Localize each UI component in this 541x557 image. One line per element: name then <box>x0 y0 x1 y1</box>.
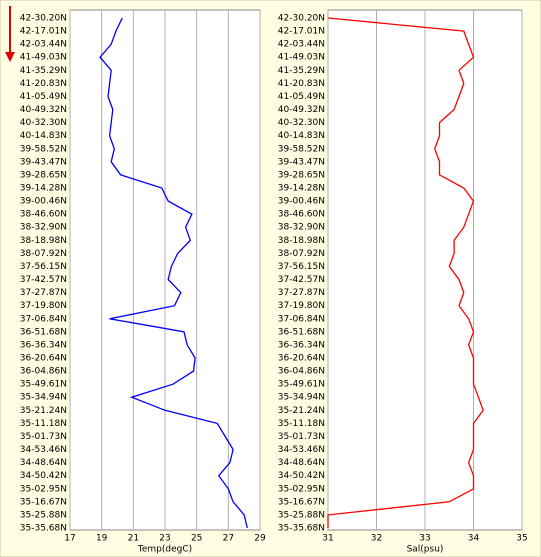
y-tick-label: 39-28.65N <box>20 170 67 180</box>
y-tick-label: 37-19.80N <box>20 301 67 311</box>
y-tick-label: 41-49.03N <box>278 53 325 63</box>
y-tick-label: 35-11.18N <box>20 419 67 429</box>
y-tick-label: 34-50.42N <box>278 471 325 481</box>
y-tick-label: 37-42.57N <box>20 275 67 285</box>
y-tick-label: 36-04.86N <box>20 367 67 377</box>
y-tick-label: 41-20.83N <box>278 79 325 89</box>
y-tick-label: 40-32.30N <box>278 118 325 128</box>
x-tick-label: 23 <box>159 534 170 544</box>
x-tick-label: 33 <box>419 534 430 544</box>
y-tick-label: 36-51.68N <box>20 327 67 337</box>
y-tick-label: 39-28.65N <box>278 170 325 180</box>
y-tick-label: 38-18.98N <box>20 236 67 246</box>
y-tick-label: 38-18.98N <box>278 236 325 246</box>
x-tick-label: 29 <box>254 534 266 544</box>
y-tick-label: 40-49.32N <box>278 105 325 115</box>
y-tick-label: 35-01.73N <box>278 432 325 442</box>
y-tick-label: 38-32.90N <box>20 223 67 233</box>
y-tick-label: 36-04.86N <box>278 367 325 377</box>
y-tick-label: 42-03.44N <box>20 40 67 50</box>
y-tick-label: 42-17.01N <box>20 27 67 37</box>
x-tick-label: 31 <box>322 534 333 544</box>
y-tick-label: 35-16.67N <box>278 497 325 507</box>
y-tick-label: 35-49.61N <box>278 380 325 390</box>
y-tick-label: 35-21.24N <box>278 406 325 416</box>
y-tick-label: 37-56.15N <box>278 262 325 272</box>
x-tick-label: 32 <box>371 534 382 544</box>
y-tick-label: 35-11.18N <box>278 419 325 429</box>
y-tick-label: 36-20.64N <box>278 354 325 364</box>
y-tick-label: 37-06.84N <box>20 314 67 324</box>
y-tick-label: 41-05.49N <box>278 92 325 102</box>
y-tick-label: 39-00.46N <box>278 197 325 207</box>
y-tick-label: 38-46.60N <box>278 210 325 220</box>
x-axis-label: Temp(degC) <box>137 545 192 555</box>
x-axis-label: Sal(psu) <box>407 545 444 555</box>
y-tick-label: 41-05.49N <box>20 92 67 102</box>
x-tick-label: 27 <box>223 534 234 544</box>
y-tick-label: 42-17.01N <box>278 27 325 37</box>
y-tick-label: 36-36.34N <box>278 340 325 350</box>
arrow-head <box>5 52 15 62</box>
y-tick-label: 40-49.32N <box>20 105 67 115</box>
y-tick-label: 35-35.68N <box>20 524 67 534</box>
profile-line <box>327 17 484 528</box>
y-tick-label: 41-49.03N <box>20 53 67 63</box>
y-tick-label: 39-14.28N <box>278 184 325 194</box>
y-tick-label: 37-06.84N <box>278 314 325 324</box>
y-tick-label: 35-25.88N <box>278 510 325 520</box>
y-tick-label: 42-30.20N <box>278 14 325 24</box>
y-tick-label: 39-00.46N <box>20 197 67 207</box>
y-tick-label: 35-35.68N <box>278 524 325 534</box>
y-tick-label: 40-14.83N <box>278 131 325 141</box>
y-tick-label: 39-58.52N <box>20 144 67 154</box>
y-tick-label: 36-20.64N <box>20 354 67 364</box>
y-tick-label: 39-58.52N <box>278 144 325 154</box>
y-tick-label: 41-35.29N <box>20 66 67 76</box>
y-tick-label: 36-51.68N <box>278 327 325 337</box>
y-tick-label: 39-43.47N <box>20 157 67 167</box>
y-tick-label: 34-50.42N <box>20 471 67 481</box>
y-tick-label: 34-53.46N <box>20 445 67 455</box>
y-tick-label: 37-42.57N <box>278 275 325 285</box>
y-tick-label: 35-01.73N <box>20 432 67 442</box>
y-tick-label: 38-46.60N <box>20 210 67 220</box>
x-tick-label: 25 <box>191 534 202 544</box>
y-tick-label: 37-27.87N <box>20 288 67 298</box>
y-tick-label: 35-34.94N <box>278 393 325 403</box>
y-tick-label: 39-43.47N <box>278 157 325 167</box>
y-tick-label: 39-14.28N <box>20 184 67 194</box>
y-tick-label: 41-20.83N <box>20 79 67 89</box>
y-tick-label: 34-48.64N <box>278 458 325 468</box>
y-tick-label: 37-19.80N <box>278 301 325 311</box>
y-tick-label: 42-30.20N <box>20 14 67 24</box>
y-tick-label: 42-03.44N <box>278 40 325 50</box>
y-tick-label: 37-27.87N <box>278 288 325 298</box>
y-tick-label: 38-07.92N <box>20 249 67 259</box>
y-tick-label: 35-02.95N <box>278 484 325 494</box>
y-tick-label: 34-48.64N <box>20 458 67 468</box>
x-tick-label: 35 <box>516 534 527 544</box>
y-tick-label: 41-35.29N <box>278 66 325 76</box>
y-tick-label: 36-36.34N <box>20 340 67 350</box>
y-tick-label: 38-07.92N <box>278 249 325 259</box>
y-tick-label: 35-34.94N <box>20 393 67 403</box>
x-tick-label: 17 <box>64 534 75 544</box>
y-tick-label: 40-14.83N <box>20 131 67 141</box>
y-tick-label: 40-32.30N <box>20 118 67 128</box>
y-tick-label: 37-56.15N <box>20 262 67 272</box>
y-tick-label: 35-21.24N <box>20 406 67 416</box>
x-tick-label: 19 <box>96 534 108 544</box>
profile-line <box>99 17 248 529</box>
x-tick-label: 34 <box>468 534 480 544</box>
y-tick-label: 34-53.46N <box>278 445 325 455</box>
y-tick-label: 35-02.95N <box>20 484 67 494</box>
y-tick-label: 35-16.67N <box>20 497 67 507</box>
y-tick-label: 35-49.61N <box>20 380 67 390</box>
y-tick-label: 38-32.90N <box>278 223 325 233</box>
y-tick-label: 35-25.88N <box>20 510 67 520</box>
x-tick-label: 21 <box>128 534 139 544</box>
